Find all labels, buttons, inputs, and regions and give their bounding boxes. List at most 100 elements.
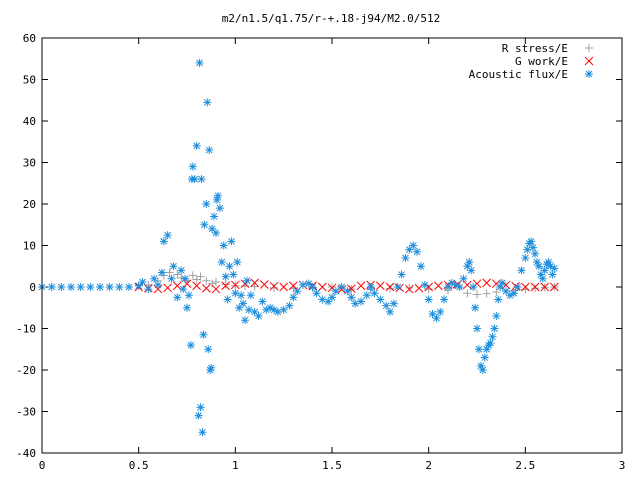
x-tick-label: 0: [39, 459, 46, 472]
legend-label: R stress/E: [502, 42, 568, 55]
data-point: [459, 274, 468, 283]
x-tick-label: 3: [619, 459, 626, 472]
data-point: [424, 295, 433, 304]
data-point: [482, 345, 491, 354]
data-point: [196, 403, 205, 412]
data-point: [482, 278, 492, 288]
x-tick-label: 1.5: [322, 459, 342, 472]
data-point: [210, 212, 219, 221]
legend-marker: [585, 44, 593, 52]
data-point: [262, 305, 271, 314]
data-point: [409, 241, 418, 250]
data-point: [293, 287, 302, 296]
data-point: [199, 330, 208, 339]
data-point: [505, 291, 514, 300]
data-point: [317, 282, 327, 292]
data-point: [212, 195, 221, 204]
data-point: [308, 283, 317, 291]
y-tick-label: 0: [29, 281, 36, 294]
data-point: [250, 307, 259, 316]
data-point: [153, 284, 163, 294]
data-point: [223, 295, 232, 304]
data-point: [225, 262, 234, 271]
data-point: [270, 283, 278, 292]
data-point: [219, 241, 228, 250]
data-point: [356, 281, 366, 291]
legend-marker: [584, 56, 594, 66]
data-point: [480, 353, 489, 362]
data-point: [513, 283, 522, 291]
data-point: [198, 428, 207, 437]
data-point: [196, 272, 205, 281]
data-point: [490, 324, 499, 333]
data-point: [203, 98, 212, 107]
data-point: [328, 283, 336, 291]
data-point: [237, 291, 246, 300]
data-point: [531, 284, 539, 293]
data-point: [211, 284, 221, 294]
data-point: [188, 271, 197, 280]
data-point: [163, 283, 173, 293]
data-point: [486, 339, 495, 348]
data-point: [386, 284, 394, 293]
data-point: [482, 289, 491, 298]
data-point: [538, 274, 547, 283]
data-point: [370, 289, 379, 298]
data-point: [183, 303, 191, 312]
series-2: [134, 278, 559, 294]
data-point: [235, 303, 244, 312]
data-point: [173, 293, 182, 302]
data-point: [531, 249, 539, 258]
data-point: [328, 293, 336, 302]
y-tick-label: 60: [23, 32, 36, 45]
y-tick-label: 20: [23, 198, 36, 211]
data-point: [436, 307, 445, 316]
data-point: [288, 281, 298, 291]
data-point: [389, 299, 398, 308]
data-point: [154, 280, 162, 289]
data-point: [134, 281, 143, 290]
x-tick-label: 2.5: [515, 459, 535, 472]
data-point: [393, 283, 402, 291]
data-point: [212, 229, 220, 238]
data-point: [179, 285, 188, 294]
data-point: [270, 305, 278, 314]
data-point: [217, 258, 226, 267]
data-point: [362, 291, 371, 300]
data-point: [221, 280, 230, 289]
data-point: [304, 279, 313, 288]
data-point: [447, 278, 456, 287]
data-point: [230, 280, 240, 290]
data-point: [204, 345, 213, 354]
series-3: [38, 58, 559, 437]
y-tick-label: -20: [16, 364, 36, 377]
data-point: [202, 200, 211, 208]
data-point: [57, 283, 66, 291]
data-point: [47, 283, 56, 291]
data-point: [197, 175, 206, 184]
data-point: [473, 290, 481, 299]
data-point: [221, 272, 230, 281]
y-tick-label: 50: [23, 74, 36, 87]
data-point: [494, 295, 503, 304]
data-point: [478, 366, 487, 374]
chart-title: m2/n1.5/q1.75/r-+.18-j94/M2.0/512: [222, 12, 441, 25]
data-point: [165, 268, 174, 277]
data-point: [221, 281, 231, 291]
data-point: [451, 280, 460, 289]
legend-label: Acoustic flux/E: [469, 68, 568, 81]
data-point: [195, 58, 204, 67]
legend-label: G work/E: [515, 55, 568, 68]
plot-frame: [41, 37, 623, 454]
data-point: [473, 324, 481, 333]
data-point: [241, 316, 249, 325]
data-point: [498, 278, 507, 287]
data-point: [186, 341, 195, 350]
data-point: [150, 274, 159, 283]
data-point: [194, 411, 203, 420]
data-point: [206, 366, 215, 374]
data-point: [312, 289, 321, 298]
data-point: [324, 297, 333, 306]
data-point: [546, 262, 555, 271]
